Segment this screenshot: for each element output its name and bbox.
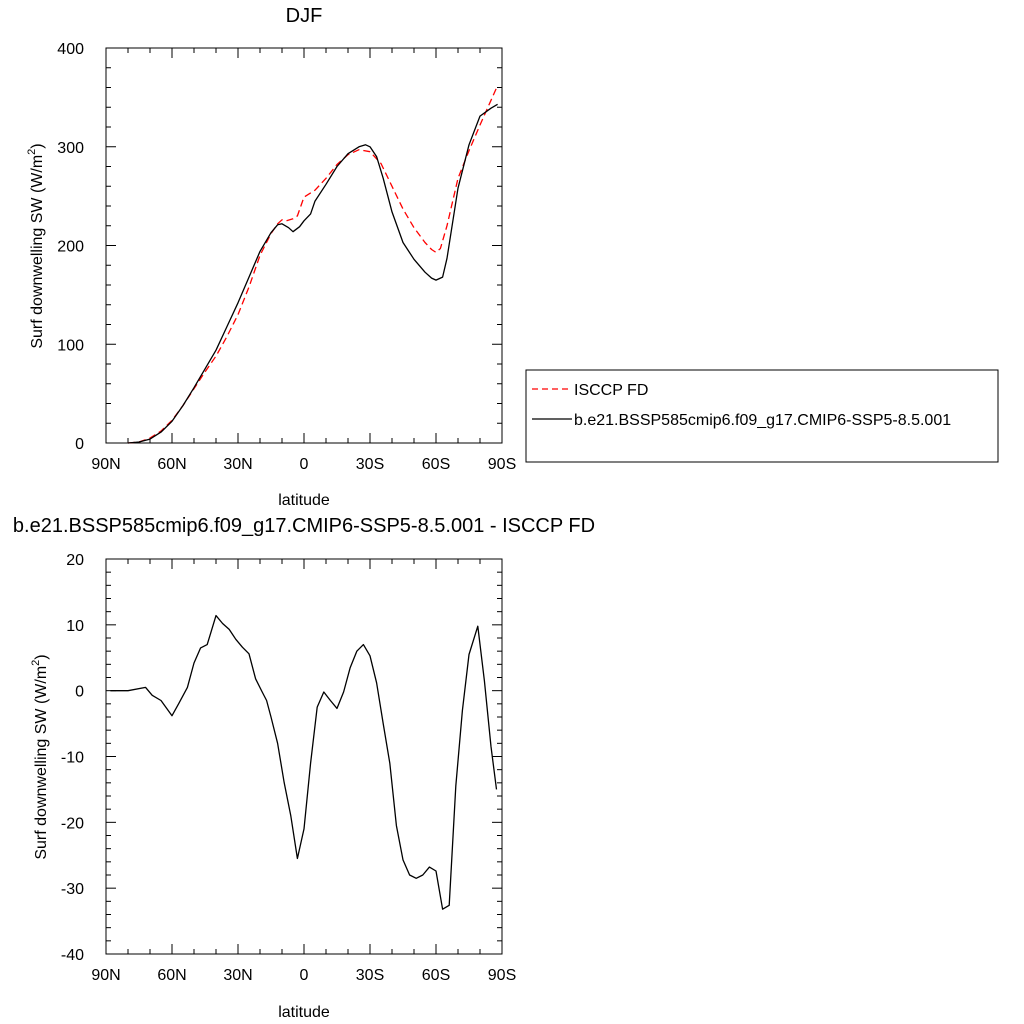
series-line-a	[127, 85, 499, 444]
x-axis-label: latitude	[278, 492, 330, 509]
x-tick-label: 30S	[356, 456, 384, 473]
x-tick-label: 30S	[356, 967, 384, 984]
x-tick-label: 90S	[488, 967, 516, 984]
series-line-b	[127, 103, 498, 444]
y-tick-label: 200	[57, 239, 84, 256]
x-tick-label: 60S	[422, 967, 450, 984]
legend-label-model: b.e21.BSSP585cmip6.f09_g17.CMIP6-SSP5-8.…	[574, 412, 951, 429]
y-tick-label: 0	[75, 436, 84, 453]
panel-bottom: b.e21.BSSP585cmip6.f09_g17.CMIP6-SSP5-8.…	[13, 515, 595, 1021]
y-tick-label: -20	[61, 815, 84, 832]
legend-label-isccp: ISCCP FD	[574, 382, 648, 399]
x-tick-label: 60S	[422, 456, 450, 473]
x-tick-label: 30N	[223, 456, 252, 473]
x-axis-label-diff: latitude	[278, 1004, 330, 1021]
series-group-diff	[110, 614, 498, 910]
y-tick-label: -10	[61, 750, 84, 767]
x-tick-label: 0	[300, 967, 309, 984]
x-tick-label: 60N	[157, 967, 186, 984]
plot-frame	[105, 47, 503, 444]
y-axis-label-diff: Surf downwelling SW (W/m2)	[30, 654, 50, 859]
series-group	[127, 85, 499, 444]
y-tick-label: 300	[57, 140, 84, 157]
y-tick-label: 0	[75, 684, 84, 701]
legend-box	[525, 369, 999, 463]
x-tick-label: 0	[300, 456, 309, 473]
x-tick-label: 90N	[91, 456, 120, 473]
series-line-a	[110, 614, 498, 910]
x-tick-label: 30N	[223, 967, 252, 984]
x-tick-label: 90S	[488, 456, 516, 473]
chart-title: DJF	[286, 5, 323, 27]
plot-frame-diff	[105, 558, 503, 955]
y-tick-label: -40	[61, 947, 84, 964]
y-tick-label: 100	[57, 337, 84, 354]
y-tick-label: -30	[61, 881, 84, 898]
chart-title-diff: b.e21.BSSP585cmip6.f09_g17.CMIP6-SSP5-8.…	[13, 515, 595, 537]
y-tick-label: 400	[57, 41, 84, 58]
axis-ticks: 90N 60N 30N 0 30S 60S 90S 0 100 200 300 400	[57, 41, 516, 473]
y-tick-label: 20	[66, 552, 84, 569]
axis-ticks-diff: 90N 60N 30N 0 30S 60S 90S -40 -30 -20 -10 0 10 20	[61, 552, 516, 984]
y-axis-label: Surf downwelling SW (W/m2)	[26, 143, 46, 348]
y-tick-label: 10	[66, 618, 84, 635]
legend: ISCCP FD b.e21.BSSP585cmip6.f09_g17.CMIP…	[525, 369, 999, 463]
x-tick-label: 60N	[157, 456, 186, 473]
panel-top: DJF 90N 60N 30N 0 30S 60S 90S 0 100 200 300 400 lat…	[26, 5, 999, 509]
x-tick-label: 90N	[91, 967, 120, 984]
